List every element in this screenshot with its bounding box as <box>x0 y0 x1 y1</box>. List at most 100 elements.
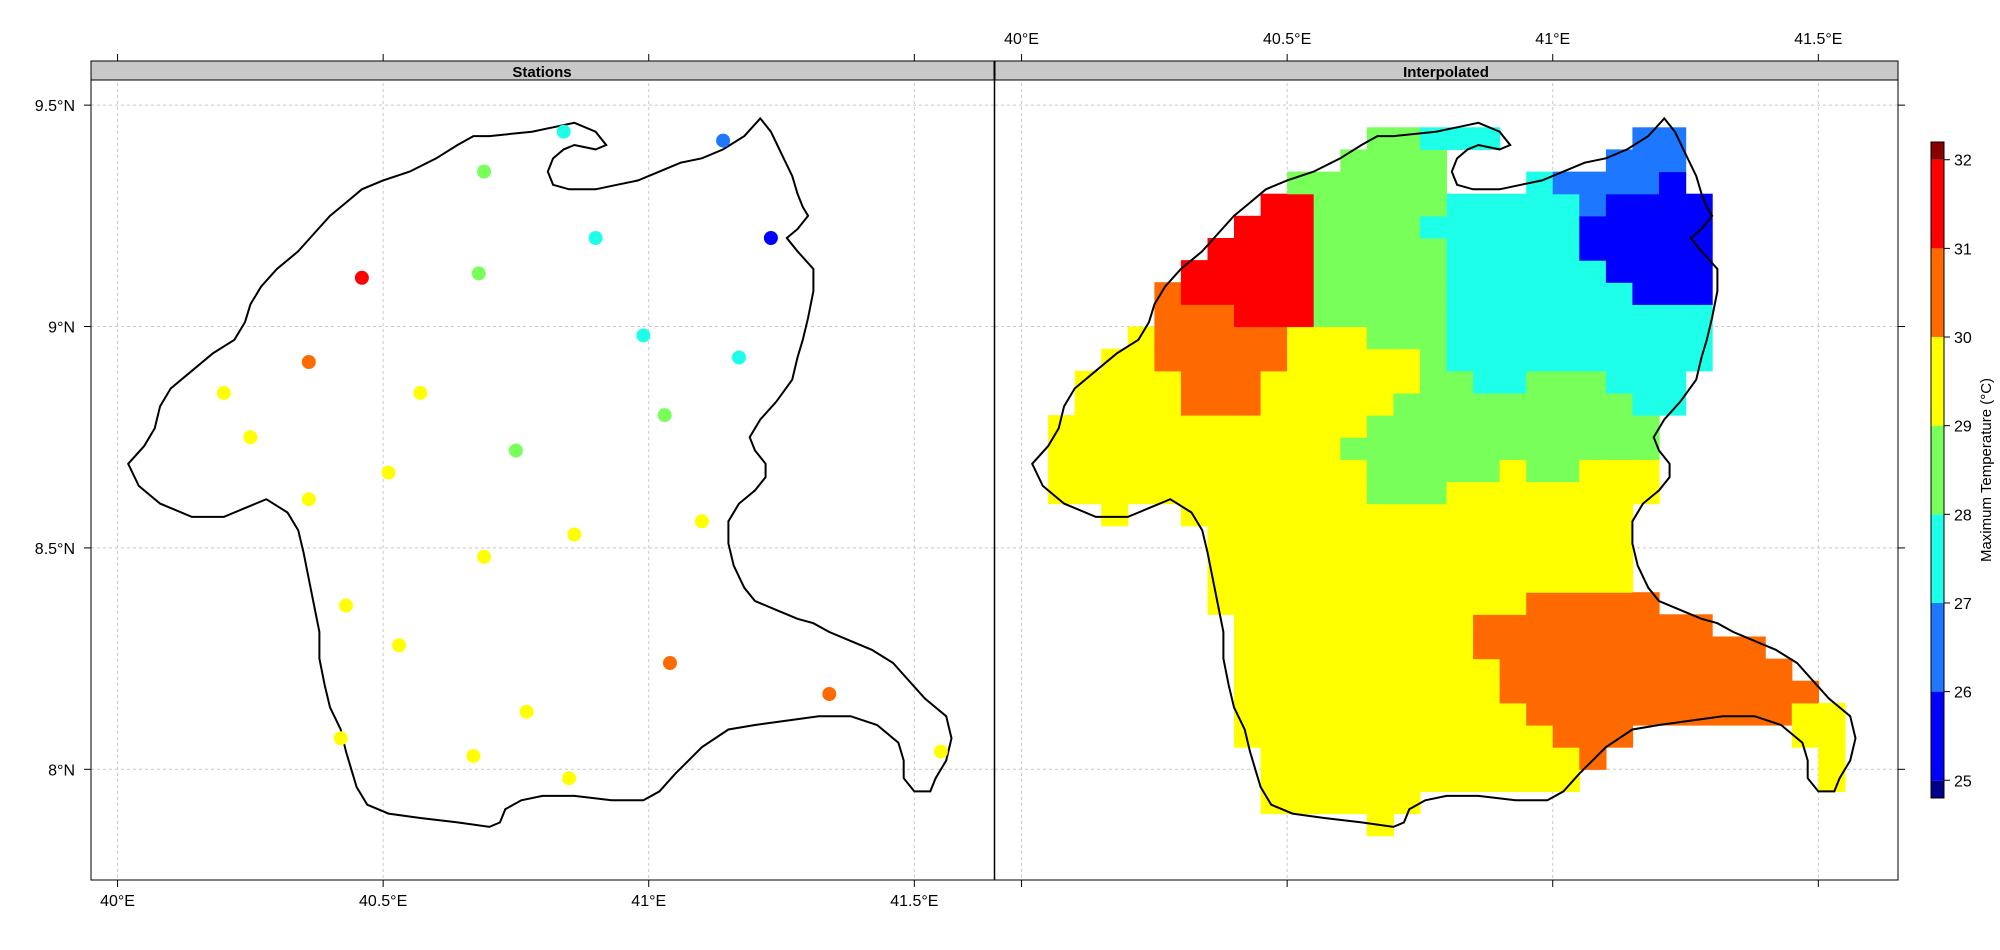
raster-cell <box>1526 415 1554 438</box>
raster-cell <box>1499 238 1527 261</box>
raster-cell <box>1313 547 1341 571</box>
raster-cell <box>1393 348 1421 372</box>
raster-cell <box>1154 370 1182 394</box>
raster-cell <box>1287 702 1315 726</box>
raster-cell <box>1765 680 1793 704</box>
raster-cell <box>1765 702 1793 726</box>
raster-cell <box>1340 193 1368 217</box>
raster-cell <box>1234 437 1262 460</box>
raster-cell <box>1605 702 1634 726</box>
raster-cell <box>1313 725 1341 748</box>
x-tick-label: 40.5°E <box>359 893 407 910</box>
raster-cell <box>1552 680 1580 704</box>
raster-cell <box>1313 415 1341 438</box>
raster-cell <box>1366 392 1394 416</box>
station-point <box>556 124 571 139</box>
raster-cell <box>1313 592 1341 615</box>
raster-cell <box>1446 592 1474 615</box>
raster-cell <box>1287 415 1315 438</box>
raster-cell <box>1393 260 1421 283</box>
raster-cell <box>1552 215 1580 239</box>
raster-cell <box>1260 769 1288 792</box>
raster-cell <box>1154 415 1182 438</box>
region-boundary-stations <box>127 116 953 828</box>
raster-cell <box>1552 481 1580 505</box>
raster-cell <box>1419 503 1448 527</box>
raster-cell <box>1260 282 1288 305</box>
colorbar-tick-label: 26 <box>1954 685 1972 702</box>
raster-cell <box>1499 326 1527 350</box>
raster-cell <box>1526 304 1554 328</box>
raster-cell <box>1340 658 1368 682</box>
raster-cell <box>1473 459 1501 483</box>
raster-cell <box>1738 702 1766 726</box>
raster-cell <box>1127 459 1155 483</box>
raster-cell <box>1552 747 1580 770</box>
raster-cell <box>1366 304 1394 328</box>
raster-cell <box>1499 370 1527 394</box>
raster-cell <box>1340 260 1368 283</box>
raster-cell <box>1659 304 1687 328</box>
raster-cell <box>1552 171 1580 195</box>
raster-cell <box>1074 437 1102 460</box>
raster-cell <box>1393 171 1421 195</box>
raster-cell <box>1526 570 1554 593</box>
raster-cell <box>1446 392 1474 416</box>
raster-cell <box>1207 370 1235 394</box>
raster-cell <box>1366 592 1394 615</box>
raster-cell <box>1605 238 1634 261</box>
raster-cell <box>1366 149 1394 173</box>
raster-cell <box>1260 525 1288 549</box>
raster-cell <box>1340 725 1368 748</box>
raster-cell <box>1393 525 1421 549</box>
raster-cell <box>1074 392 1102 416</box>
raster-cell <box>1632 658 1660 682</box>
raster-cell <box>1340 614 1368 637</box>
raster-cell <box>1419 658 1448 682</box>
strip-label-interpolated: Interpolated <box>1403 64 1489 81</box>
raster-cell <box>1260 614 1288 637</box>
raster-cell <box>1579 570 1607 593</box>
raster-cell <box>1419 193 1448 217</box>
raster-cell <box>1101 370 1129 394</box>
raster-cell <box>1473 348 1501 372</box>
raster-cell <box>1260 215 1288 239</box>
raster-cell <box>1340 481 1368 505</box>
raster-cell <box>1393 614 1421 637</box>
raster-cell <box>1499 747 1527 770</box>
raster-cell <box>1260 326 1288 350</box>
raster-cell <box>1499 725 1527 748</box>
raster-cell <box>1579 592 1607 615</box>
colorbar-segment <box>1931 425 1944 515</box>
raster-cell <box>1552 326 1580 350</box>
raster-cell <box>1446 193 1474 217</box>
raster-cell <box>1340 326 1368 350</box>
raster-cell <box>1260 680 1288 704</box>
raster-cell <box>1313 680 1341 704</box>
raster-cell <box>1473 503 1501 527</box>
raster-cell <box>1287 370 1315 394</box>
raster-cell <box>1659 215 1687 239</box>
colorbar-segment <box>1931 780 1944 798</box>
raster-cell <box>1552 304 1580 328</box>
raster-cell <box>1287 769 1315 792</box>
station-point <box>301 492 316 507</box>
station-point <box>933 744 948 759</box>
station-point <box>716 133 731 148</box>
raster-cell <box>1154 326 1182 350</box>
raster-cell <box>1473 525 1501 549</box>
raster-cell <box>1234 326 1262 350</box>
raster-cell <box>1685 636 1713 660</box>
raster-cell <box>1313 658 1341 682</box>
raster-cell <box>1685 702 1713 726</box>
raster-cell <box>1260 415 1288 438</box>
raster-cell <box>1446 127 1474 150</box>
raster-cell <box>1605 348 1634 372</box>
raster-cell <box>1419 636 1448 660</box>
raster-cell <box>1260 370 1288 394</box>
raster-cell <box>1632 215 1660 239</box>
raster-cell <box>1260 725 1288 748</box>
raster-cell <box>1313 392 1341 416</box>
raster-cell <box>1127 437 1155 460</box>
y-tick-label: 8.5°N <box>35 541 75 558</box>
